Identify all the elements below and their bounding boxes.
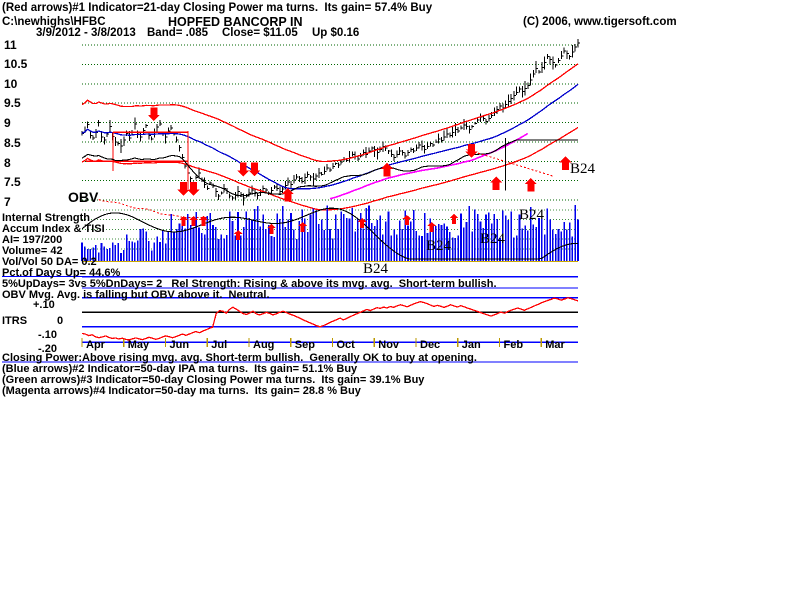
obv-label: OBV: [68, 189, 99, 205]
closing-power-footer: Closing Power:Above rising mvg. avg. Sho…: [2, 352, 477, 364]
price-axis-tick-10-5: 10.5: [4, 57, 28, 71]
b24-label-vol-2: B24: [426, 238, 452, 254]
month-tick-may: May: [127, 339, 150, 351]
buy-arrow-2: [381, 162, 394, 177]
accum-index-line: [81, 207, 579, 260]
volume-buy-arrow-8: [427, 222, 437, 232]
price-axis-tick-7: 7: [4, 195, 11, 209]
buy-arrow-3: [490, 176, 503, 190]
itrs-tick-zero: 0: [57, 315, 64, 327]
itrs-tick-minus-10: -.10: [38, 329, 57, 341]
month-tick-feb: Feb: [503, 339, 524, 351]
sell-arrow-3: [248, 162, 261, 177]
volume-buy-arrow-9: [449, 214, 459, 224]
ma-blue-line: [81, 83, 579, 190]
obv-mvg-avg-label: OBV Mvg. Avg. is falling but OBV above i…: [2, 289, 270, 301]
indicator-3-footer: (Green arrows)#3 Indicator=50-day Closin…: [2, 374, 425, 386]
b24-label-price: B24: [570, 161, 596, 177]
itrs-tick-plus-10: +.10: [33, 299, 55, 311]
price-axis-tick-9-5: 9.5: [4, 96, 21, 110]
month-tick-jun: Jun: [169, 339, 190, 351]
lower-band-line: [81, 126, 579, 211]
date-range-label: 3/9/2012 - 3/8/2013: [36, 27, 136, 39]
volume-buy-arrow-0: [179, 216, 189, 226]
indicator-2-footer: (Blue arrows)#2 Indicator=50-day IPA ma …: [2, 363, 358, 375]
sell-arrow-6: [187, 182, 200, 196]
b24-label-vol-4: B24: [363, 261, 389, 277]
month-tick-aug: Aug: [253, 339, 275, 351]
price-axis-tick-7-5: 7.5: [4, 175, 21, 189]
month-tick-mar: Mar: [545, 339, 565, 351]
accum-index-label: Accum Index & TISI: [2, 223, 105, 235]
buy-arrow-5: [559, 156, 572, 170]
upper-band-line: [81, 63, 579, 163]
sell-arrow-2: [237, 162, 250, 177]
price-axis-tick-10: 10: [4, 77, 18, 91]
price-axis-tick-9: 9: [4, 116, 11, 130]
month-tick-sep: Sep: [294, 339, 315, 351]
internal-strength-label: Internal Strength: [2, 212, 91, 224]
company-title: HOPFED BANCORP IN: [168, 15, 303, 29]
volume-buy-arrow-6: [357, 218, 367, 228]
month-tick-dec: Dec: [420, 339, 441, 351]
cp-dotted-line: [466, 149, 554, 177]
change-label: Up $0.16: [312, 27, 360, 39]
price-axis-tick-11: 11: [4, 38, 17, 52]
itrs-tick-minus-20: -.20: [38, 343, 57, 355]
pct-days-up-label: Pct.of Days Up= 44.6%: [2, 267, 121, 279]
volume-buy-arrow-3: [233, 230, 243, 240]
volume-buy-arrow-2: [199, 216, 209, 226]
indicator-1-header: (Red arrows)#1 Indicator=21-day Closing …: [2, 2, 433, 14]
obv-dotted-line: [98, 199, 208, 218]
month-tick-jul: Jul: [211, 339, 228, 351]
month-tick-apr: Apr: [86, 339, 105, 351]
volume-buy-arrow-4: [266, 224, 276, 234]
itrs-line: [81, 297, 579, 341]
volume-bar-group: [81, 205, 579, 261]
itrs-panel-label: ITRS: [2, 315, 28, 327]
sell-arrow-5: [177, 182, 190, 196]
volume-buy-arrow-5: [298, 222, 308, 232]
up-down-days-label: 5%UpDays= 3vs 5%DnDays= 2 Rel Strength: …: [2, 278, 497, 290]
price-bar-group: [81, 39, 580, 206]
sell-arrow-1: [147, 107, 160, 121]
price-axis-tick-8-5: 8.5: [4, 136, 21, 150]
month-tick-nov: Nov: [378, 339, 400, 351]
vol-vol-50-label: Vol/Vol 50 DA= 0.2: [2, 256, 97, 268]
volume-value-label: Volume= 42: [2, 245, 63, 257]
copyright-label: (C) 2006, www.tigersoft.com: [523, 16, 677, 28]
volume-buy-arrow-1: [189, 216, 199, 226]
volume-buy-arrow-7: [402, 215, 412, 225]
indicator-4-footer: (Magenta arrows)#4 Indicator=50-day ma t…: [2, 385, 361, 397]
b24-label-vol-3: B24: [480, 231, 506, 247]
band-label: Band= .085: [147, 27, 209, 39]
buy-arrow-4: [524, 177, 537, 192]
month-tick-jan: Jan: [461, 339, 481, 351]
buy-arrow-1: [281, 188, 294, 202]
b24-label-vol-1: B24: [519, 207, 545, 223]
closing-power-line: [81, 139, 578, 197]
file-path-label: C:\newhighs\HFBC: [2, 16, 106, 28]
close-price-label: Close= $11.05: [222, 27, 298, 39]
ai-value-label: AI= 197/200: [2, 234, 63, 246]
price-axis-tick-8: 8: [4, 156, 11, 170]
month-tick-oct: Oct: [336, 339, 355, 351]
sell-arrow-4: [465, 144, 478, 158]
